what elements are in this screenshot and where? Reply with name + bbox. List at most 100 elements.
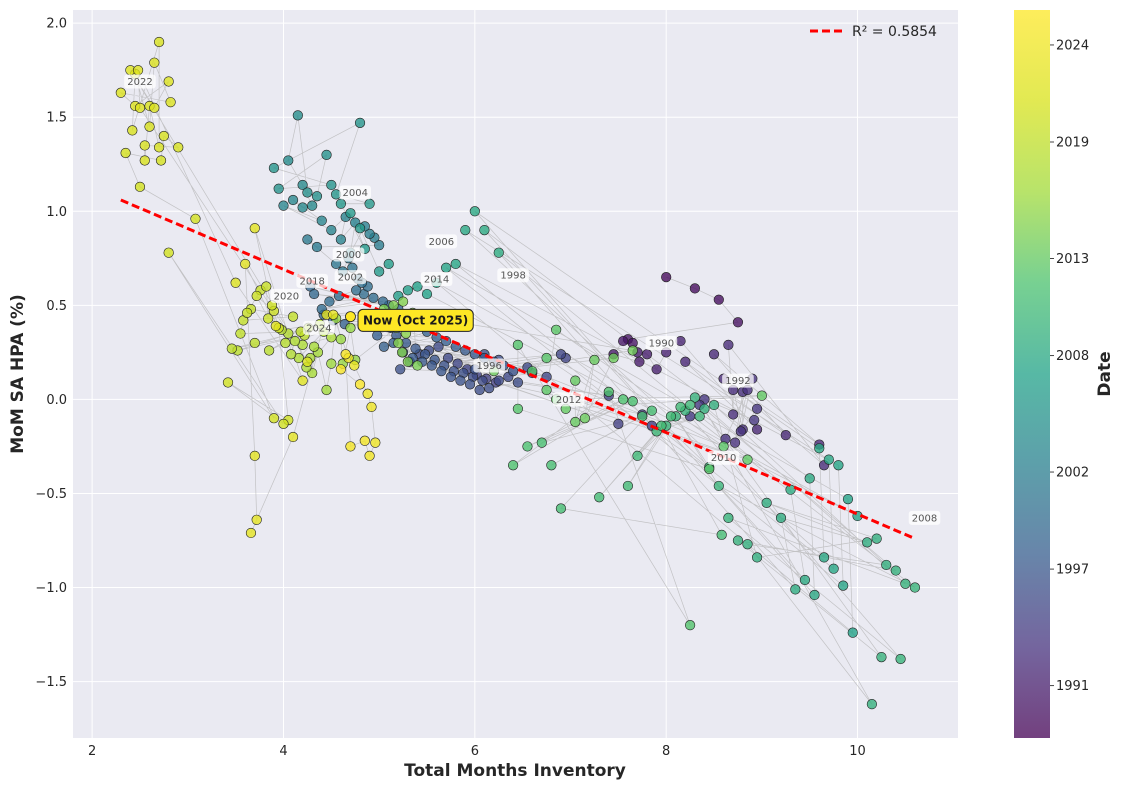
data-point (402, 356, 413, 367)
svg-text:2004: 2004 (343, 188, 368, 199)
data-point (230, 277, 241, 288)
data-point (158, 130, 169, 142)
data-point (326, 224, 337, 236)
data-point (397, 296, 409, 307)
data-point (680, 356, 691, 367)
data-point (570, 375, 581, 386)
colorbar-label: Date (1095, 351, 1115, 396)
colorbar-tick-label: 2013 (1056, 252, 1089, 267)
data-point (445, 371, 457, 382)
year-label: 1996 (473, 358, 505, 373)
year-label: 1990 (645, 335, 678, 350)
data-point (383, 258, 394, 270)
colorbar-tick-label: 1991 (1056, 679, 1089, 694)
data-point (261, 281, 272, 292)
data-point (364, 198, 375, 209)
data-point (163, 76, 174, 87)
x-tick-label: 6 (471, 744, 479, 759)
svg-text:2002: 2002 (338, 273, 363, 284)
y-axis-title: MoM SA HPA (%) (8, 294, 28, 454)
data-point (366, 401, 377, 413)
data-point (302, 234, 313, 245)
y-tick-label: −1.5 (35, 675, 67, 690)
data-point (372, 330, 383, 341)
svg-text:2014: 2014 (424, 275, 449, 286)
data-point (335, 334, 346, 345)
data-point (541, 384, 552, 396)
data-point (328, 309, 339, 320)
data-point (479, 224, 490, 236)
data-point (775, 512, 787, 524)
data-point (729, 437, 741, 448)
svg-text:2022: 2022 (127, 77, 152, 88)
data-point (326, 179, 337, 191)
data-point (249, 450, 260, 461)
data-point (354, 117, 366, 128)
data-point (460, 224, 471, 236)
data-point (579, 413, 590, 424)
data-point (608, 352, 619, 364)
data-point (866, 699, 877, 710)
data-point (732, 317, 744, 328)
data-point (814, 443, 825, 454)
data-point (410, 343, 421, 354)
scatter-points (115, 36, 921, 710)
data-point (149, 57, 160, 68)
data-point (349, 360, 360, 371)
data-point (335, 198, 346, 209)
data-point (436, 366, 447, 377)
data-point (354, 379, 366, 390)
data-point (847, 627, 858, 638)
data-point (273, 183, 284, 194)
data-point (694, 411, 705, 422)
data-point (780, 430, 791, 441)
legend-label: R² = 0.5854 (852, 24, 937, 40)
data-point (249, 223, 260, 234)
colorbar-ticks: 1991 1997 2002 2008 2013 2019 2024 (1050, 38, 1089, 694)
data-point (708, 349, 720, 360)
data-point (512, 403, 523, 414)
data-point (704, 463, 715, 475)
data-point (756, 390, 767, 401)
data-point (618, 394, 629, 405)
data-point (340, 349, 351, 360)
data-point (287, 311, 299, 322)
data-point (890, 565, 901, 576)
data-point (402, 285, 413, 296)
data-point (450, 258, 461, 270)
data-point (876, 652, 887, 663)
data-point (441, 262, 452, 273)
data-point (689, 392, 700, 403)
svg-text:2000: 2000 (336, 250, 361, 261)
y-tick-label: 2.0 (46, 17, 67, 32)
data-point (132, 65, 144, 76)
svg-text:1998: 1998 (500, 271, 525, 282)
data-point (665, 411, 677, 422)
data-point (190, 213, 201, 224)
data-point (627, 345, 638, 356)
data-point (309, 288, 320, 300)
data-point (395, 364, 406, 375)
data-point (287, 431, 299, 443)
data-point (708, 399, 720, 411)
data-point (120, 147, 131, 159)
legend: R² = 0.5854 (810, 24, 937, 40)
svg-text:1990: 1990 (649, 338, 674, 349)
data-point (134, 102, 146, 113)
data-point (555, 349, 567, 360)
colorbar-tick-label: 2002 (1056, 466, 1089, 481)
data-point (242, 307, 253, 318)
data-point (627, 396, 638, 407)
data-point (139, 140, 150, 151)
current-point-annotation: Now (Oct 2025) (345, 308, 474, 332)
x-tick-label: 4 (279, 744, 287, 759)
data-point (749, 414, 760, 426)
data-point (723, 512, 734, 524)
svg-text:2020: 2020 (274, 291, 299, 302)
data-point (324, 296, 335, 307)
data-point (268, 162, 280, 174)
year-label: 2010 (707, 450, 740, 465)
data-point (287, 194, 299, 206)
